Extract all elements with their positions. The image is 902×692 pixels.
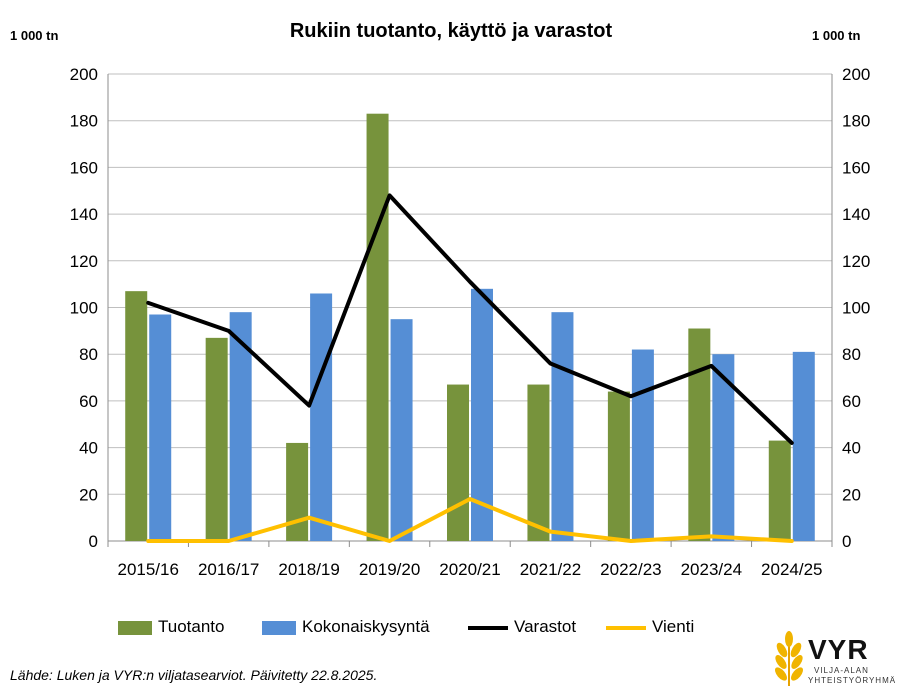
vyr-logo: VYR VILJA-ALAN YHTEISTYÖRYHMÄ <box>770 628 900 688</box>
bar-tuotanto <box>125 291 148 541</box>
x-tick-label: 2021/22 <box>520 560 581 579</box>
x-tick-label: 2019/20 <box>359 560 420 579</box>
left-axis-unit: 1 000 tn <box>10 28 59 43</box>
x-tick-label: 2023/24 <box>681 560 742 579</box>
y-tick-label-right: 180 <box>842 112 870 131</box>
legend-label-varastot: Varastot <box>514 617 577 636</box>
x-tick-label: 2024/25 <box>761 560 822 579</box>
bar-kokonaiskysynt- <box>631 349 654 541</box>
legend-label-kokonaiskysynta: Kokonaiskysyntä <box>302 617 430 636</box>
y-tick-label-right: 40 <box>842 439 861 458</box>
bar-kokonaiskysynt- <box>471 288 493 541</box>
y-tick-label-right: 100 <box>842 299 870 318</box>
bar-kokonaiskysynt- <box>149 314 172 541</box>
bar-tuotanto <box>768 440 791 541</box>
x-tick-label: 2022/23 <box>600 560 661 579</box>
legend-swatch-varastot <box>468 626 508 630</box>
y-tick-label-left: 20 <box>79 485 98 504</box>
y-tick-label-right: 120 <box>842 252 870 271</box>
y-tick-label-right: 200 <box>842 65 870 84</box>
y-tick-label-left: 120 <box>70 252 98 271</box>
y-tick-label-left: 100 <box>70 299 98 318</box>
y-tick-label-left: 40 <box>79 439 98 458</box>
y-tick-label-right: 60 <box>842 392 861 411</box>
y-tick-label-left: 160 <box>70 158 98 177</box>
logo-text: VYR <box>808 634 869 665</box>
logo-subtitle-1: VILJA-ALAN <box>814 666 869 675</box>
legend-label-vienti: Vienti <box>652 617 695 636</box>
bar-tuotanto <box>527 384 550 541</box>
y-tick-label-right: 0 <box>842 532 851 551</box>
y-tick-label-right: 80 <box>842 345 861 364</box>
bar-kokonaiskysynt- <box>310 293 333 541</box>
y-tick-label-left: 180 <box>70 112 98 131</box>
legend-swatch-tuotanto <box>118 621 152 635</box>
y-tick-label-right: 20 <box>842 485 861 504</box>
x-tick-label: 2015/16 <box>117 560 178 579</box>
y-tick-label-left: 0 <box>89 532 98 551</box>
bar-tuotanto <box>205 337 228 541</box>
y-tick-label-right: 140 <box>842 205 870 224</box>
source-note: Lähde: Luken ja VYR:n viljatasearviot. P… <box>10 667 378 683</box>
y-tick-label-left: 140 <box>70 205 98 224</box>
bar-kokonaiskysynt- <box>390 319 413 541</box>
bar-kokonaiskysynt- <box>712 354 735 541</box>
y-tick-label-left: 80 <box>79 345 98 364</box>
x-tick-label: 2016/17 <box>198 560 259 579</box>
x-tick-label: 2020/21 <box>439 560 500 579</box>
line-varastot <box>146 193 794 445</box>
logo-subtitle-2: YHTEISTYÖRYHMÄ <box>808 676 897 685</box>
bar-tuotanto <box>366 113 389 541</box>
right-axis-unit: 1 000 tn <box>812 28 861 43</box>
y-tick-label-left: 60 <box>79 392 98 411</box>
bar-tuotanto <box>688 328 711 541</box>
chart-title: Rukiin tuotanto, käyttö ja varastot <box>289 20 613 42</box>
line-vienti <box>146 496 794 543</box>
y-tick-label-left: 200 <box>70 65 98 84</box>
bar-kokonaiskysynt- <box>551 312 574 541</box>
legend-swatch-kokonaiskysynta <box>262 621 296 635</box>
bar-tuotanto <box>607 391 630 541</box>
legend-swatch-vienti <box>606 626 646 630</box>
bar-kokonaiskysynt- <box>229 312 252 541</box>
x-tick-label: 2018/19 <box>278 560 339 579</box>
bar-kokonaiskysynt- <box>792 351 815 541</box>
bar-tuotanto <box>447 384 469 541</box>
wheat-icon <box>775 631 803 686</box>
y-tick-label-right: 160 <box>842 158 870 177</box>
bar-tuotanto <box>286 442 309 541</box>
legend-label-tuotanto: Tuotanto <box>158 617 225 636</box>
